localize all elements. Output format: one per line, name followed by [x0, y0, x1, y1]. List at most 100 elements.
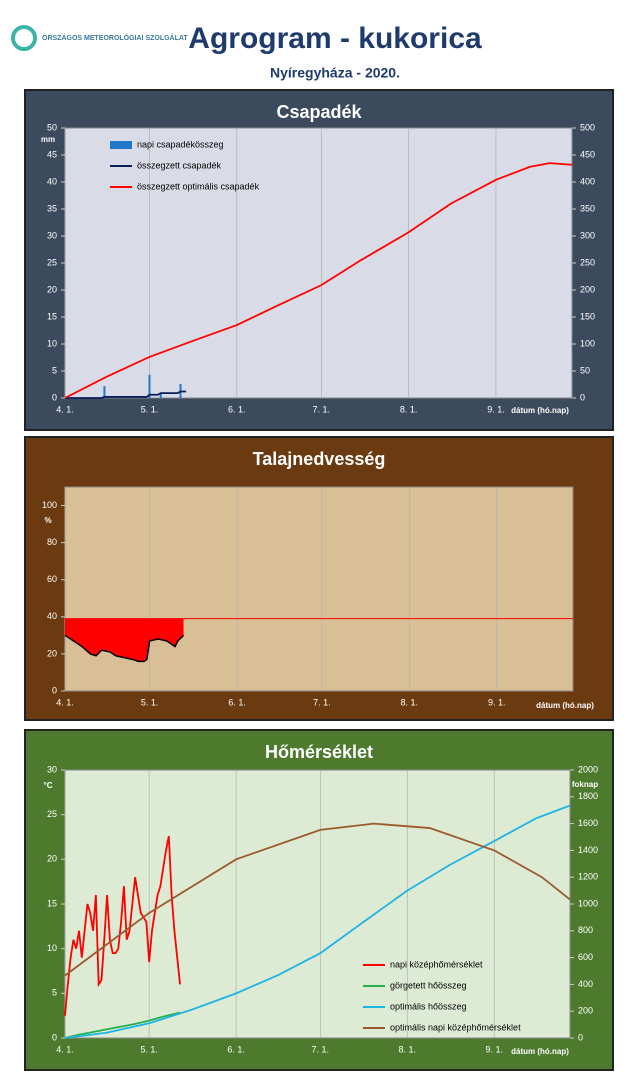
series-line: [64, 634, 185, 663]
x-tick-label: 4. 1.: [56, 697, 74, 707]
x-axis-label: dátum (hó.nap): [511, 1047, 569, 1056]
x-tick-label: 6. 1.: [228, 697, 246, 707]
y-tick-label: 20: [47, 854, 57, 864]
x-tick-label: 8. 1.: [401, 697, 419, 707]
page-title: Agrogram - kukorica: [188, 22, 482, 55]
y-tick-label: 35: [47, 203, 57, 213]
x-tick-label: 8. 1.: [399, 1044, 417, 1054]
page-subtitle: Nyíregyháza - 2020.: [270, 65, 400, 81]
legend-swatch: [110, 141, 132, 149]
y-tick-label: 25: [47, 257, 57, 267]
deficit-area: [65, 618, 184, 662]
y2-tick-label: 450: [580, 149, 595, 159]
y2-tick-label: 200: [578, 1006, 593, 1016]
series-line: [64, 804, 571, 1039]
y-axis-label: mm: [41, 135, 55, 144]
y-tick-label: 10: [47, 338, 57, 348]
series-line: [65, 390, 187, 399]
y2-tick-label: 500: [580, 122, 595, 132]
legend-label: napi csapadékösszeg: [137, 139, 224, 149]
y-tick-label: 80: [47, 537, 57, 547]
legend-label: optimális hőösszeg: [390, 1001, 467, 1011]
x-tick-label: 7. 1.: [312, 1044, 330, 1054]
y2-tick-label: 1800: [578, 791, 598, 801]
bar: [148, 374, 151, 398]
y2-tick-label: 1000: [578, 898, 598, 908]
y2-tick-label: 150: [580, 311, 595, 321]
y2-tick-label: 250: [580, 257, 595, 267]
series-line: [64, 162, 573, 399]
x-tick-label: 9. 1.: [488, 697, 506, 707]
x-tick-label: 4. 1.: [56, 404, 74, 414]
y-tick-label: 50: [47, 122, 57, 132]
y2-tick-label: 0: [578, 1032, 583, 1042]
y2-tick-label: 0: [580, 392, 585, 402]
series-line: [64, 1011, 181, 1039]
y-tick-label: 40: [47, 611, 57, 621]
legend-label: napi középhőmérséklet: [390, 959, 483, 969]
y-tick-label: 60: [47, 574, 57, 584]
chart-title: Talajnedvesség: [253, 449, 386, 469]
y-tick-label: 30: [47, 764, 57, 774]
bar: [159, 392, 162, 398]
x-tick-label: 5. 1.: [141, 404, 159, 414]
y-axis-label: °C: [44, 781, 53, 790]
y-tick-label: 5: [52, 988, 57, 998]
y2-tick-label: 600: [578, 952, 593, 962]
logo: ORSZÁGOS METEOROLÓGIAI SZOLGÁLAT: [11, 25, 188, 51]
x-tick-label: 6. 1.: [228, 404, 246, 414]
y2-tick-label: 100: [580, 338, 595, 348]
y2-tick-label: 2000: [578, 764, 598, 774]
x-tick-label: 9. 1.: [487, 404, 505, 414]
y-tick-label: 45: [47, 149, 57, 159]
x-tick-label: 6. 1.: [227, 1044, 245, 1054]
y2-tick-label: 400: [578, 979, 593, 989]
y-tick-label: 0: [52, 1032, 57, 1042]
y-tick-label: 100: [42, 500, 57, 510]
y-tick-label: 15: [47, 898, 57, 908]
series-line: [64, 822, 571, 977]
x-tick-label: 5. 1.: [141, 697, 159, 707]
y2-tick-label: 350: [580, 203, 595, 213]
y2-tick-label: 200: [580, 284, 595, 294]
y-tick-label: 15: [47, 311, 57, 321]
legend-label: összegzett csapadék: [137, 160, 222, 170]
y-axis-label: %: [44, 516, 51, 525]
bar: [103, 386, 106, 398]
y-tick-label: 10: [47, 943, 57, 953]
y-tick-label: 0: [52, 685, 57, 695]
x-axis-label: dátum (hó.nap): [536, 701, 594, 710]
y2-axis-label: foknap: [572, 780, 598, 789]
y2-tick-label: 50: [580, 365, 590, 375]
logo-icon: [11, 25, 37, 51]
y2-tick-label: 1200: [578, 872, 598, 882]
y-tick-label: 0: [52, 392, 57, 402]
series-line: [64, 835, 181, 1016]
x-tick-label: 8. 1.: [400, 404, 418, 414]
chart-title: Csapadék: [276, 102, 362, 122]
legend-label: összegzett optimális csapadék: [137, 181, 260, 191]
y-tick-label: 25: [47, 809, 57, 819]
y2-tick-label: 1600: [578, 818, 598, 828]
y-tick-label: 20: [47, 284, 57, 294]
x-tick-label: 7. 1.: [313, 404, 331, 414]
y2-tick-label: 300: [580, 230, 595, 240]
x-tick-label: 5. 1.: [140, 1044, 158, 1054]
x-tick-label: 4. 1.: [56, 1044, 74, 1054]
x-axis-label: dátum (hó.nap): [511, 406, 569, 415]
x-tick-label: 9. 1.: [485, 1044, 503, 1054]
y2-tick-label: 400: [580, 176, 595, 186]
legend-label: görgetett hőösszeg: [390, 980, 467, 990]
y-tick-label: 5: [52, 365, 57, 375]
y-tick-label: 40: [47, 176, 57, 186]
y2-tick-label: 1400: [578, 845, 598, 855]
chart-title: Hőmérséklet: [265, 742, 373, 762]
y-tick-label: 20: [47, 648, 57, 658]
y-tick-label: 30: [47, 230, 57, 240]
legend-label: optimális napi középhőmérséklet: [390, 1022, 521, 1032]
y2-tick-label: 800: [578, 925, 593, 935]
x-tick-label: 7. 1.: [313, 697, 331, 707]
logo-text: ORSZÁGOS METEOROLÓGIAI SZOLGÁLAT: [42, 33, 188, 42]
